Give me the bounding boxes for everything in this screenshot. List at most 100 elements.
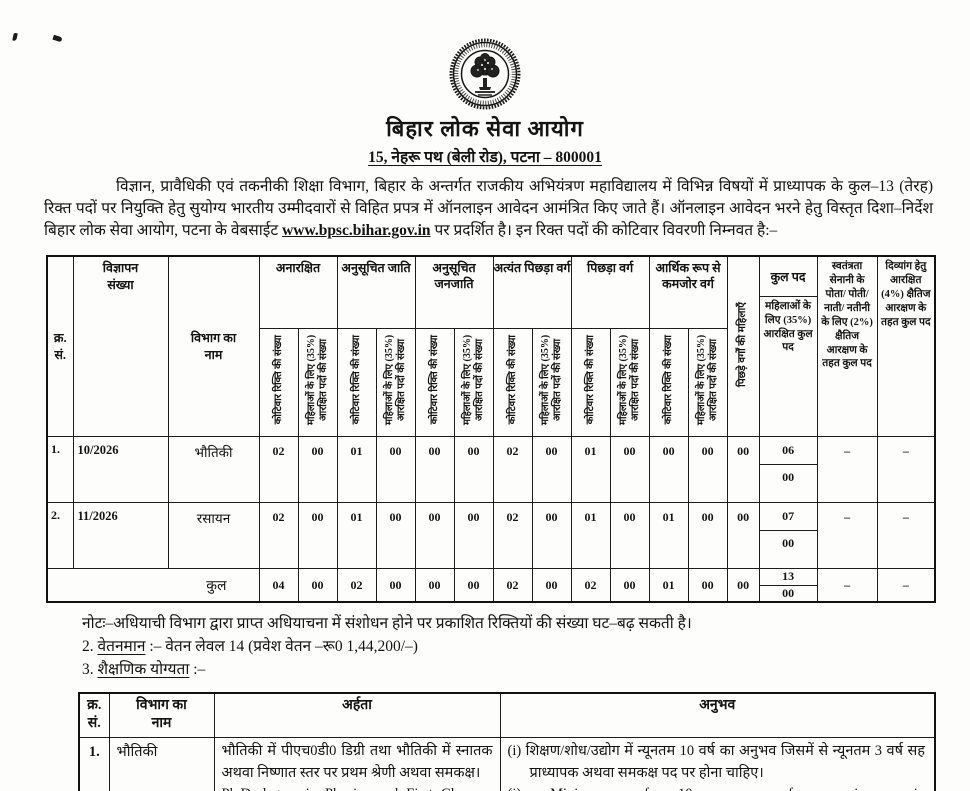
vacancy-cell: 01 bbox=[570, 501, 611, 569]
cell-department: भौतिकी bbox=[167, 435, 260, 503]
cell-advt-number: 11/2026 bbox=[72, 501, 169, 569]
vacancy-cell: 02 bbox=[570, 567, 611, 603]
pay-scale-label: वेतनमान bbox=[97, 638, 146, 656]
document-header: बिहार लोक सेवा आयोग 15, नेहरू पथ (बेली र… bbox=[0, 0, 970, 167]
freedom-fighter-cell: – bbox=[816, 501, 878, 569]
sub-women-header: महिलाओं के लिए (35%) आरक्षित पदों की संख… bbox=[297, 327, 338, 437]
vacancy-table: क्र. सं. विज्ञापन संख्या विभाग का नाम अन… bbox=[46, 255, 937, 604]
qualification-table: क्र. सं. विभाग का नाम अर्हता अनुभव 1. भौ… bbox=[78, 692, 936, 791]
vacancy-cell: 00 bbox=[375, 501, 416, 569]
group-backward-class-header: पिछड़ा वर्ग bbox=[570, 255, 650, 329]
note-pay-scale: 2. वेतनमान :– वेतन लेवल 14 (प्रवेश वेतन … bbox=[82, 638, 418, 656]
group-ews-header: आर्थिक रूप से कमजोर वर्ग bbox=[648, 255, 728, 329]
vacancy-cell: 00 bbox=[531, 435, 572, 503]
vacancy-cell: 02 bbox=[492, 567, 533, 603]
bc-women-cell: 00 bbox=[726, 435, 760, 503]
bc-women-cell: 00 bbox=[726, 501, 760, 569]
vacancy-cell: 01 bbox=[570, 435, 611, 503]
vacancy-cell: 00 bbox=[375, 435, 416, 503]
sub-quota-header: कोटिवार रिक्ति की संख्या bbox=[336, 327, 377, 437]
group-ebc-header: अत्यंत पिछड़ा वर्ग bbox=[492, 255, 572, 329]
qual-serial-cell: 1. bbox=[78, 736, 110, 791]
vacancy-cell: 00 bbox=[531, 501, 572, 569]
bc-women-cell: 00 bbox=[726, 567, 760, 603]
vacancy-cell: 01 bbox=[648, 567, 689, 603]
vacancy-cell: 01 bbox=[648, 501, 689, 569]
bpsc-seal-logo bbox=[449, 38, 521, 110]
vacancy-cell: 04 bbox=[258, 567, 299, 603]
vacancy-cell: 00 bbox=[453, 501, 494, 569]
vacancy-cell: 00 bbox=[375, 567, 416, 603]
sub-quota-header: कोटिवार रिक्ति की संख्या bbox=[648, 327, 689, 437]
total-posts-cell: 07 00 bbox=[758, 501, 818, 569]
group-scheduled-caste-header: अनुसूचित जाति bbox=[336, 255, 416, 329]
col-disabled-header: दिव्यांग हेतु आरक्षित (4%) क्षैतिज आरक्ष… bbox=[876, 255, 936, 437]
vacancy-cell: 02 bbox=[258, 501, 299, 569]
note-amendment: नोटः–अधियाची विभाग द्वारा प्राप्त अधियाच… bbox=[82, 615, 692, 633]
col-bc-women-header: पिछड़े वर्गों की महिलाएँ bbox=[726, 255, 760, 437]
vacancy-cell: 00 bbox=[687, 435, 728, 503]
disabled-cell: – bbox=[876, 567, 936, 603]
qual-experience-cell: (i) शिक्षण/शोध/उद्योग में न्यूनतम 10 वर्… bbox=[499, 736, 936, 791]
vacancy-cell: 00 bbox=[414, 435, 455, 503]
vacancy-row-physics: 1. 10/2026 भौतिकी 02 00 01 00 00 00 02 0… bbox=[46, 435, 936, 503]
total-posts-label: कुल पद bbox=[760, 257, 817, 298]
group-unreserved-header: अनारक्षित bbox=[258, 255, 338, 329]
vacancy-cell: 02 bbox=[492, 435, 533, 503]
cell-department: रसायन bbox=[167, 501, 260, 569]
col-department-header: विभाग का नाम bbox=[167, 255, 260, 437]
total-row-label: कुल bbox=[46, 567, 260, 603]
col-total-posts-header: कुल पद महिलाओं के लिए (35%) आरक्षित कुल … bbox=[758, 255, 818, 437]
total-posts-cell: 06 00 bbox=[758, 435, 818, 503]
experience-english-line1: (i) Minimum of 10 years of experience in bbox=[508, 784, 926, 791]
bpsc-website-link[interactable]: www.bpsc.bihar.gov.in bbox=[282, 222, 431, 240]
vacancy-cell: 00 bbox=[609, 567, 650, 603]
sub-women-header: महिलाओं के लिए (35%) आरक्षित पदों की संख… bbox=[531, 327, 572, 437]
vacancy-cell: 00 bbox=[609, 501, 650, 569]
qual-department-header: विभाग का नाम bbox=[108, 692, 215, 738]
freedom-fighter-cell: – bbox=[816, 435, 878, 503]
col-advt-number-header: विज्ञापन संख्या bbox=[72, 255, 169, 437]
qualification-row-physics: 1. भौतिकी भौतिकी में पीएच0डी0 डिग्री तथा… bbox=[78, 736, 936, 791]
intro-text-before: विज्ञान, प्रावैधिकी एवं तकनीकी शिक्षा वि… bbox=[44, 178, 933, 240]
sub-women-header: महिलाओं के लिए (35%) आरक्षित पदों की संख… bbox=[609, 327, 650, 437]
vacancy-cell: 00 bbox=[687, 567, 728, 603]
sub-quota-header: कोटिवार रिक्ति की संख्या bbox=[414, 327, 455, 437]
vacancy-cell: 00 bbox=[648, 435, 689, 503]
vacancy-cell: 00 bbox=[297, 435, 338, 503]
vacancy-total-row: कुल 04 00 02 00 00 00 02 00 02 00 01 00 … bbox=[46, 567, 936, 603]
vacancy-cell: 00 bbox=[297, 567, 338, 603]
vacancy-cell: 00 bbox=[414, 501, 455, 569]
sub-quota-header: कोटिवार रिक्ति की संख्या bbox=[492, 327, 533, 437]
vacancy-cell: 01 bbox=[336, 501, 377, 569]
disabled-cell: – bbox=[876, 435, 936, 503]
qual-eligibility-cell: भौतिकी में पीएच0डी0 डिग्री तथा भौतिकी मे… bbox=[213, 736, 501, 791]
sub-women-header: महिलाओं के लिए (35%) आरक्षित पदों की संख… bbox=[375, 327, 416, 437]
vacancy-cell: 00 bbox=[414, 567, 455, 603]
freedom-fighter-cell: – bbox=[816, 567, 878, 603]
vacancy-cell: 01 bbox=[336, 435, 377, 503]
vacancy-row-chemistry: 2. 11/2026 रसायन 02 00 01 00 00 00 02 00… bbox=[46, 501, 936, 569]
vacancy-cell: 02 bbox=[258, 435, 299, 503]
qual-experience-header: अनुभव bbox=[499, 692, 936, 738]
qual-english-text: Ph.D degree in Physics and First Class o… bbox=[222, 784, 493, 791]
intro-paragraph: विज्ञान, प्रावैधिकी एवं तकनीकी शिक्षा वि… bbox=[44, 176, 933, 242]
note-qualification-heading: 3. शैक्षणिक योग्यता :– bbox=[82, 661, 206, 679]
qual-serial-header: क्र. सं. bbox=[78, 692, 110, 738]
vacancy-cell: 02 bbox=[492, 501, 533, 569]
page-title: बिहार लोक सेवा आयोग bbox=[386, 116, 584, 141]
experience-hindi-text: (i) शिक्षण/शोध/उद्योग में न्यूनतम 10 वर्… bbox=[507, 742, 926, 781]
total-women-label: महिलाओं के लिए (35%) आरक्षित कुल पद bbox=[763, 301, 813, 354]
vacancy-cell: 00 bbox=[531, 567, 572, 603]
notes-section: नोटः–अधियाची विभाग द्वारा प्राप्त अधियाच… bbox=[82, 613, 970, 681]
cell-advt-number: 10/2026 bbox=[72, 435, 169, 503]
cell-serial: 1. bbox=[46, 435, 74, 503]
vacancy-cell: 00 bbox=[609, 435, 650, 503]
sub-quota-header: कोटिवार रिक्ति की संख्या bbox=[570, 327, 611, 437]
vacancy-cell: 00 bbox=[453, 567, 494, 603]
total-posts-cell: 13 00 bbox=[758, 567, 818, 603]
sub-quota-header: कोटिवार रिक्ति की संख्या bbox=[258, 327, 299, 437]
col-serial-header: क्र. सं. bbox=[46, 255, 74, 437]
group-scheduled-tribe-header: अनुसूचित जनजाति bbox=[414, 255, 494, 329]
